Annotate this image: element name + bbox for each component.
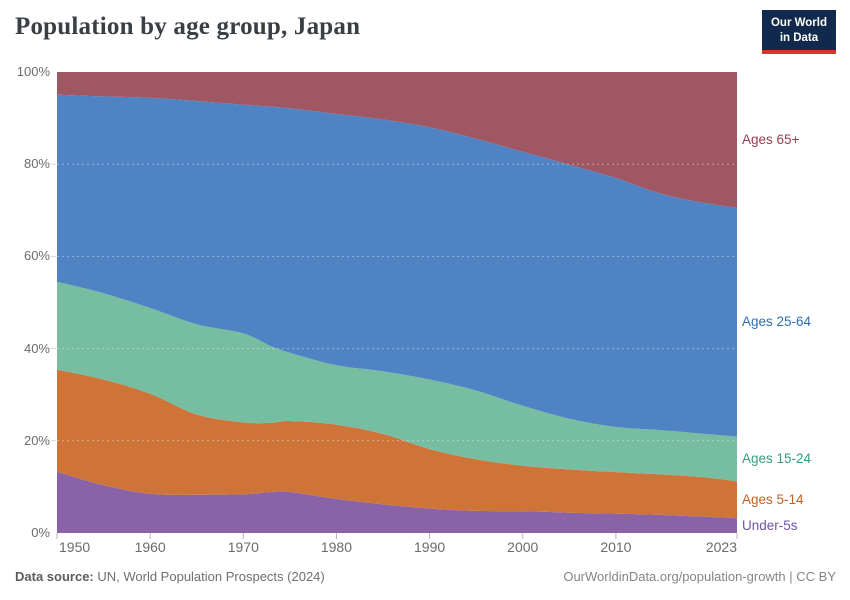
data-source-note: Data source: UN, World Population Prospe… bbox=[15, 569, 325, 584]
x-axis-label: 1990 bbox=[414, 539, 446, 555]
series-label-ages-15-24: Ages 15-24 bbox=[742, 451, 812, 466]
y-axis-label: 100% bbox=[16, 64, 50, 79]
owid-logo-line2: in Data bbox=[779, 31, 819, 44]
x-axis-label: 2023 bbox=[705, 539, 737, 555]
x-axis-label: 1960 bbox=[134, 539, 166, 555]
series-label-ages-5-14: Ages 5-14 bbox=[742, 491, 804, 507]
x-axis-label: 2000 bbox=[507, 539, 539, 555]
data-source-label: Data source: bbox=[15, 569, 94, 584]
page-title: Population by age group, Japan bbox=[15, 13, 361, 40]
x-axis-label: 1970 bbox=[227, 539, 259, 555]
stacked-area-chart[interactable] bbox=[51, 72, 738, 539]
series-label-ages-25-64: Ages 25-64 bbox=[742, 314, 812, 330]
area-ages-15-24[interactable] bbox=[57, 281, 737, 482]
owid-url-link[interactable]: OurWorldinData.org/population-growth bbox=[563, 569, 786, 584]
area-ages-65[interactable] bbox=[57, 72, 737, 208]
y-axis-label: 40% bbox=[23, 340, 50, 356]
footer-attribution: OurWorldinData.org/population-growth | C… bbox=[563, 569, 836, 584]
x-axis-label: 2010 bbox=[600, 539, 632, 555]
x-axis-label: 1980 bbox=[320, 539, 353, 555]
y-axis-label: 20% bbox=[23, 432, 50, 448]
owid-logo[interactable]: Our World in Data bbox=[761, 10, 836, 54]
x-axis-label: 1950 bbox=[59, 539, 91, 555]
area-ages-25-64[interactable] bbox=[57, 94, 737, 437]
license-label: CC BY bbox=[796, 569, 836, 584]
chart-plot-area[interactable] bbox=[51, 72, 738, 539]
area-ages-5-14[interactable] bbox=[57, 369, 737, 519]
y-axis-label: 80% bbox=[23, 156, 50, 172]
y-axis-label: 0% bbox=[31, 525, 50, 540]
data-source-value: UN, World Population Prospects (2024) bbox=[93, 569, 325, 584]
area-under-5s[interactable] bbox=[57, 471, 737, 533]
series-label-ages-65: Ages 65+ bbox=[742, 131, 800, 147]
footer-separator: | bbox=[785, 569, 797, 584]
owid-logo-line1: Our World bbox=[770, 17, 827, 29]
y-axis-label: 60% bbox=[23, 248, 50, 264]
series-label-under-5s: Under-5s bbox=[742, 517, 798, 533]
